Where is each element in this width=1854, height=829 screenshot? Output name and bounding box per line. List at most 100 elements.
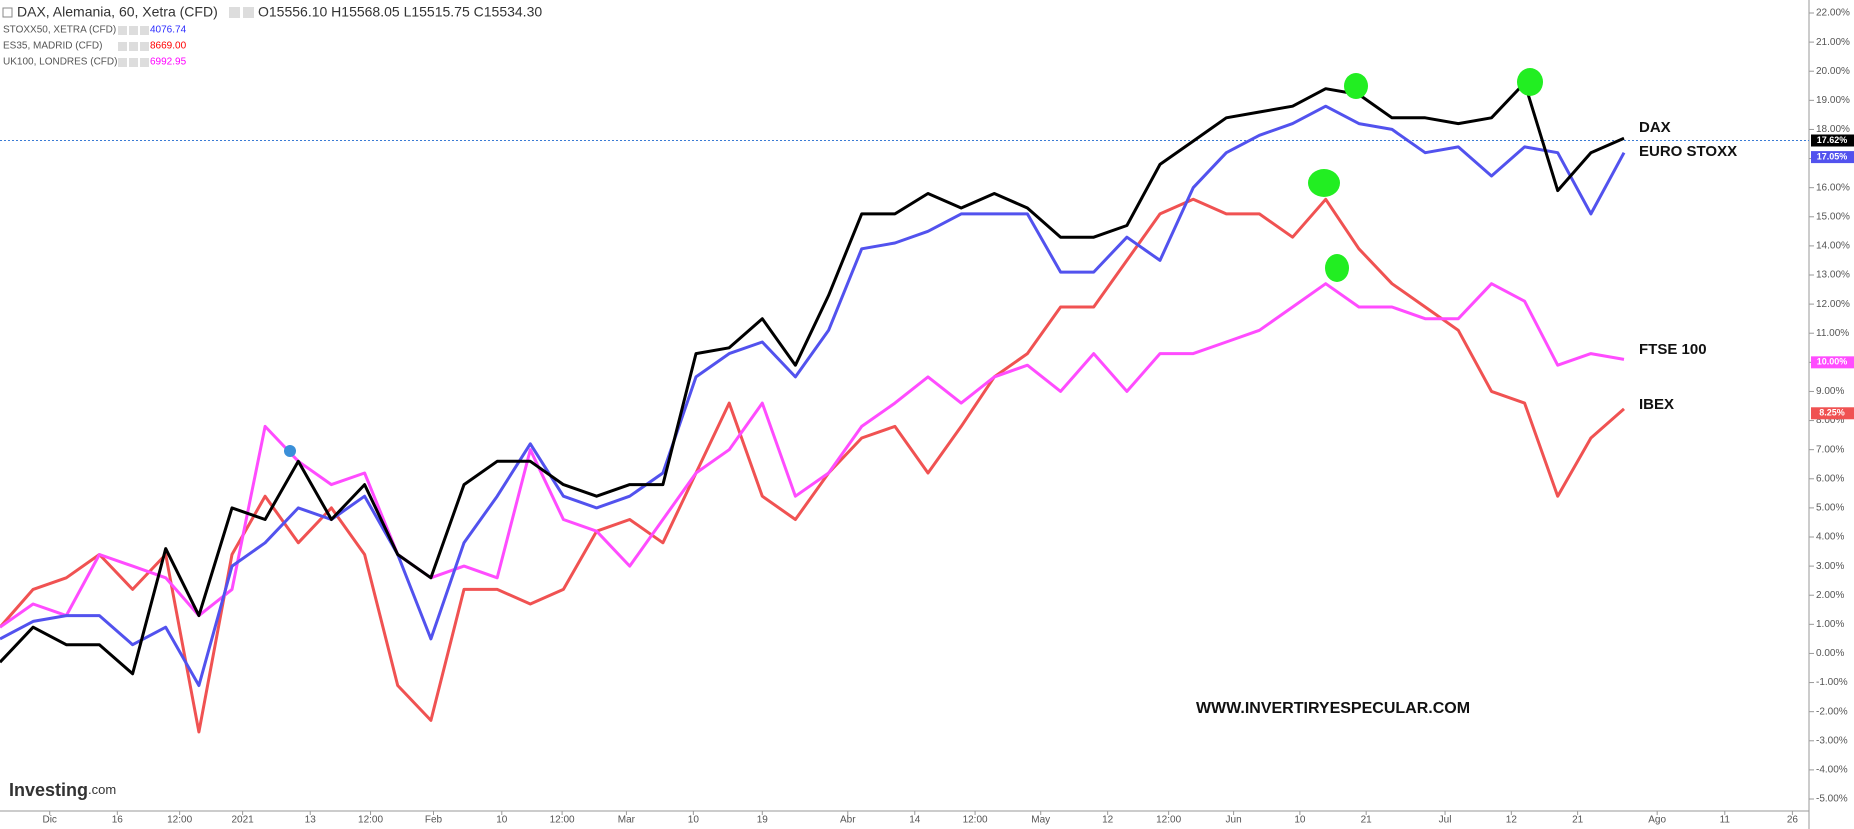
highlight [1344, 73, 1368, 99]
legend-icon[interactable] [140, 42, 149, 51]
series-line [0, 197, 1625, 734]
highlight [1517, 68, 1543, 96]
legend-icon[interactable] [129, 26, 138, 35]
x-tick-label: 10 [1294, 815, 1306, 826]
y-tick-label: 1.00% [1816, 619, 1844, 630]
x-tick-label: 12:00 [963, 815, 988, 826]
series-line [0, 104, 1626, 687]
x-tick-label: 10 [496, 815, 508, 826]
y-tick-label: 22.00% [1816, 8, 1850, 19]
y-tick-label: 13.00% [1816, 270, 1850, 281]
x-tick-label: 10 [688, 815, 700, 826]
legend-name: ES35, MADRID (CFD) [3, 41, 102, 52]
y-tick-label: 9.00% [1816, 386, 1844, 397]
y-tick-label: -3.00% [1816, 735, 1848, 746]
legend-icon[interactable] [118, 42, 127, 51]
legend-name: UK100, LONDRES (CFD) [3, 57, 117, 68]
ohlc: O15556.10 H15568.05 L15515.75 C15534.30 [258, 4, 542, 20]
x-tick-label: May [1031, 815, 1050, 826]
value-badge-label: 8.25% [1819, 408, 1845, 418]
y-tick-label: 4.00% [1816, 532, 1844, 543]
legend-icon[interactable] [140, 58, 149, 67]
y-tick-label: 16.00% [1816, 182, 1850, 193]
x-tick-label: 12:00 [1156, 815, 1181, 826]
x-tick-label: Jul [1439, 815, 1452, 826]
y-tick-label: 5.00% [1816, 503, 1844, 514]
x-tick-label: 12 [1102, 815, 1114, 826]
legend-icon[interactable] [118, 58, 127, 67]
x-tick-label: 12:00 [358, 815, 383, 826]
x-tick-label: 13 [305, 815, 317, 826]
x-tick-label: 16 [112, 815, 124, 826]
y-tick-label: 6.00% [1816, 473, 1844, 484]
legend-value: 4076.74 [150, 25, 187, 36]
y-tick-label: 19.00% [1816, 95, 1850, 106]
x-tick-label: Dic [42, 815, 56, 826]
value-badge-label: 17.05% [1817, 151, 1848, 161]
y-tick-label: 8.00% [1816, 415, 1844, 426]
logo: Investing.com [9, 780, 116, 800]
y-tick-label: 21.00% [1816, 37, 1850, 48]
x-tick-label: Mar [618, 815, 636, 826]
highlight [1325, 254, 1349, 282]
y-tick-label: 3.00% [1816, 561, 1844, 572]
watermark: WWW.INVERTIRYESPECULAR.COM [1196, 700, 1470, 717]
plot [0, 81, 1809, 734]
y-tick-label: 20.00% [1816, 66, 1850, 77]
highlight [1308, 169, 1340, 197]
series-label: FTSE 100 [1639, 341, 1707, 358]
value-badge-label: 17.62% [1817, 135, 1848, 145]
y-tick-label: 7.00% [1816, 444, 1844, 455]
series-line [0, 282, 1625, 629]
x-tick-label: Jun [1226, 815, 1242, 826]
y-tick-label: -5.00% [1816, 794, 1848, 805]
y-tick-label: 11.00% [1816, 328, 1849, 339]
y-tick-label: -2.00% [1816, 706, 1848, 717]
series-label: EURO STOXX [1639, 143, 1737, 160]
y-tick-label: 12.00% [1816, 299, 1850, 310]
x-tick-label: Abr [840, 815, 856, 826]
y-tick-label: 15.00% [1816, 211, 1850, 222]
x-tick-label: Feb [425, 815, 443, 826]
collapse-icon[interactable] [2, 7, 13, 18]
y-tick-label: -4.00% [1816, 765, 1848, 776]
series-line [0, 81, 1625, 676]
x-tick-label: 19 [757, 815, 769, 826]
marker[interactable] [284, 445, 296, 457]
settings-icon[interactable] [229, 7, 240, 18]
legend-icon[interactable] [129, 42, 138, 51]
y-tick-label: -1.00% [1816, 677, 1848, 688]
y-tick-label: 18.00% [1816, 124, 1850, 135]
x-tick-label: 21 [1572, 815, 1584, 826]
x-tick-label: Ago [1648, 815, 1666, 826]
legend-icon[interactable] [118, 26, 127, 35]
x-tick-label: 12:00 [550, 815, 575, 826]
x-tick-label: 12:00 [167, 815, 192, 826]
legend-icon[interactable] [129, 58, 138, 67]
x-tick-label: 21 [1361, 815, 1373, 826]
x-tick-label: 14 [909, 815, 921, 826]
value-badge [1811, 134, 1854, 147]
series-label: IBEX [1639, 396, 1674, 413]
close-icon[interactable] [243, 7, 254, 18]
value-badge [1811, 407, 1854, 420]
value-badge-label: 10.00% [1817, 357, 1848, 367]
logo-main: Investing [9, 780, 88, 800]
x-tick-label: 12 [1506, 815, 1518, 826]
x-tick-label: 26 [1787, 815, 1799, 826]
y-tick-label: 0.00% [1816, 648, 1844, 659]
legend-value: 6992.95 [150, 57, 187, 68]
chart-title: DAX, Alemania, 60, Xetra (CFD) [17, 4, 218, 20]
x-tick-label: 11 [1720, 815, 1731, 826]
logo-suffix: .com [88, 782, 116, 797]
legend-name: STOXX50, XETRA (CFD) [3, 25, 116, 36]
y-tick-label: 14.00% [1816, 241, 1850, 252]
y-tick-label: 2.00% [1816, 590, 1844, 601]
series-label: DAX [1639, 119, 1671, 136]
legend-value: 8669.00 [150, 41, 187, 52]
x-tick-label: 2021 [231, 815, 254, 826]
value-badge [1811, 356, 1854, 369]
value-badge [1811, 151, 1854, 164]
legend-icon[interactable] [140, 26, 149, 35]
